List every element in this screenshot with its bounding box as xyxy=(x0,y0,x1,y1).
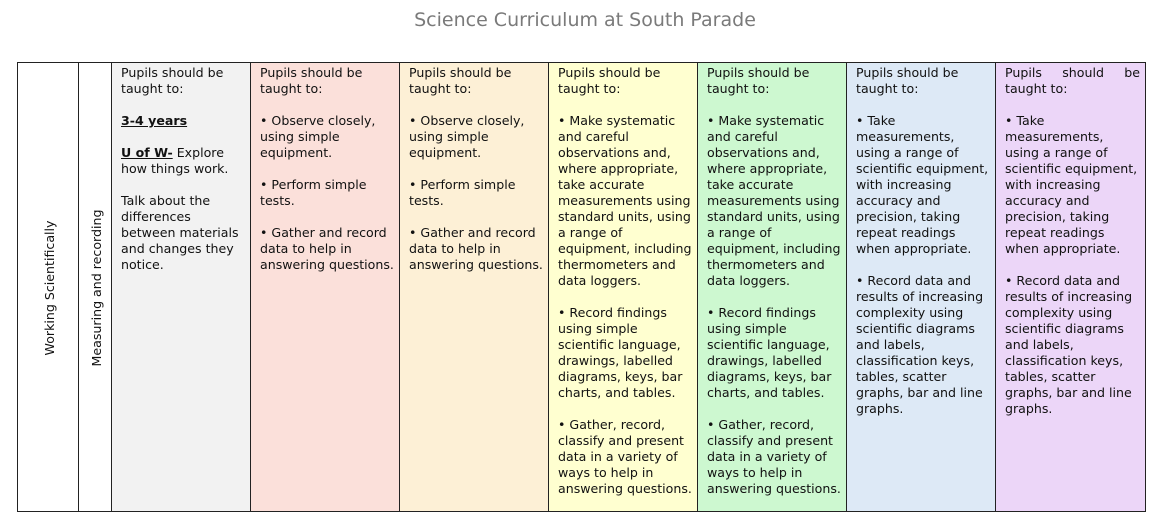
statement-item: • Record findings using simple scientifi… xyxy=(707,305,832,400)
sub-strand-cell: Measuring and recording xyxy=(78,62,112,512)
statement-item: • Observe closely, using simple equipmen… xyxy=(260,113,376,160)
strand-cell: Working Scientifically xyxy=(17,62,79,512)
table-row: Working Scientifically Measuring and rec… xyxy=(17,62,1146,512)
stage-cell-year-4: Pupils should be taught to: • Make syste… xyxy=(697,62,847,512)
statement-item: • Record data and results of increasing … xyxy=(856,273,984,416)
intro-text: Pupils should be taught to: xyxy=(707,65,810,96)
intro-text: Pupils should be taught to: xyxy=(409,65,512,96)
page-title: Science Curriculum at South Parade xyxy=(414,9,756,31)
intro-line: taught to: xyxy=(121,81,184,96)
uw-statement: U of W- Explore how things work. xyxy=(121,145,245,177)
intro-line: Pupils should be xyxy=(1005,65,1140,80)
intro-line: taught to: xyxy=(1005,81,1068,96)
statement-item: • Make systematic and careful observatio… xyxy=(707,113,841,288)
intro-text: Pupils should be taught to: xyxy=(856,65,959,96)
uw-text: Explore how things work. xyxy=(121,145,229,176)
intro-text: Pupils should be taught to: xyxy=(260,65,363,96)
statement-item: • Take measurements, using a range of sc… xyxy=(856,113,989,256)
statement-item: • Gather and record data to help in answ… xyxy=(409,225,543,272)
stage-cell-year-3: Pupils should be taught to: • Make syste… xyxy=(548,62,698,512)
intro-text: Pupils should be taught to: xyxy=(558,65,661,96)
intro-line: Pupils should be xyxy=(121,65,224,80)
statement-text: Talk about the differences between mater… xyxy=(121,193,239,272)
stage-cell-year-6: Pupils should be taught to: • Take measu… xyxy=(995,62,1146,512)
statement-item: • Gather, record, classify and present d… xyxy=(707,417,841,496)
stage-cell-eyfs: Pupils should be taught to: 3-4 years U … xyxy=(111,62,251,512)
stage-cell-year-5: Pupils should be taught to: • Take measu… xyxy=(846,62,996,512)
statement-item: • Record findings using simple scientifi… xyxy=(558,305,683,400)
age-heading: 3-4 years xyxy=(121,113,188,128)
sub-strand-label: Measuring and recording xyxy=(89,209,104,367)
statement-item: • Perform simple tests. xyxy=(260,177,367,208)
curriculum-table: Working Scientifically Measuring and rec… xyxy=(17,62,1146,512)
stage-cell-year-1: Pupils should be taught to: • Observe cl… xyxy=(250,62,400,512)
uw-label: U of W- xyxy=(121,145,173,160)
statement-item: • Gather and record data to help in answ… xyxy=(260,225,394,272)
statement-item: • Perform simple tests. xyxy=(409,177,516,208)
stage-cell-year-2: Pupils should be taught to: • Observe cl… xyxy=(399,62,549,512)
statement-item: • Make systematic and careful observatio… xyxy=(558,113,692,288)
statement-item: • Observe closely, using simple equipmen… xyxy=(409,113,525,160)
statement-item: • Take measurements, using a range of sc… xyxy=(1005,113,1138,256)
statement-item: • Record data and results of increasing … xyxy=(1005,273,1133,416)
statement-item: • Gather, record, classify and present d… xyxy=(558,417,692,496)
strand-label: Working Scientifically xyxy=(42,220,57,356)
